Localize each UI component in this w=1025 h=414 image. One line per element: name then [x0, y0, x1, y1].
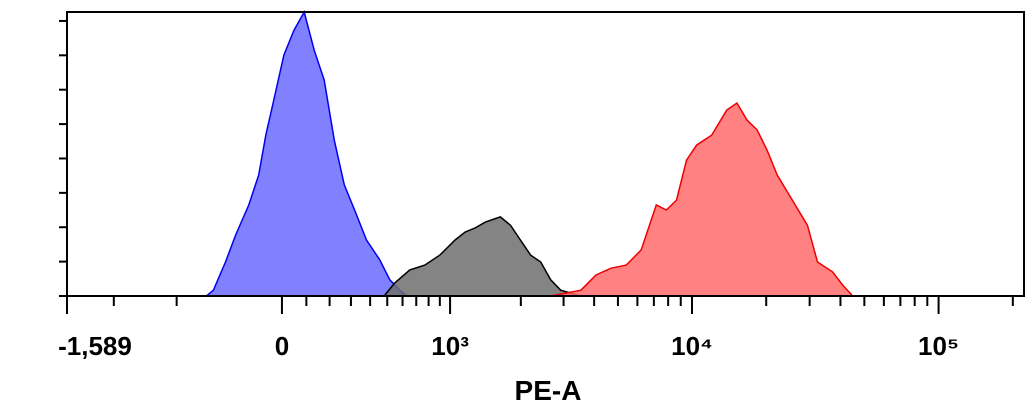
histogram: [550, 102, 855, 297]
x-tick-label: 10⁴: [671, 331, 713, 361]
histogram: [382, 216, 582, 297]
x-tick-label: 0: [275, 331, 289, 361]
x-axis-label: PE-A: [515, 375, 582, 406]
histogram: [204, 10, 409, 297]
plot-frame: [66, 11, 1025, 297]
x-tick-label: -1,589: [58, 331, 132, 361]
x-tick-label: 10³: [431, 331, 469, 361]
x-tick-label: 10⁵: [918, 331, 959, 361]
